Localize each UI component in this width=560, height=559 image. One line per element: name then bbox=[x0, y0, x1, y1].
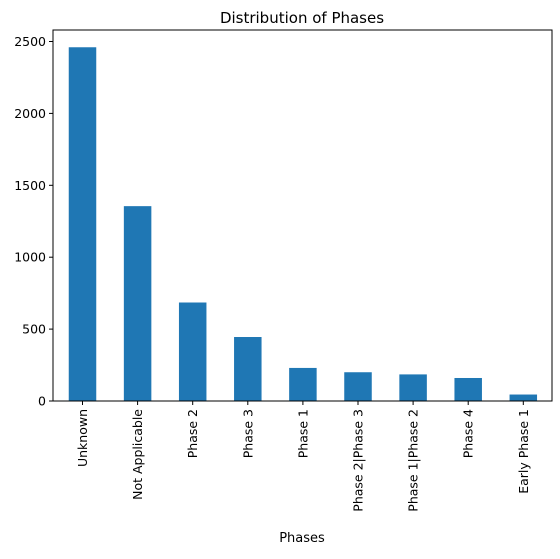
chart-title: Distribution of Phases bbox=[220, 9, 384, 27]
y-axis: 0 500 1000 1500 2000 2500 bbox=[14, 34, 53, 409]
bar-phase-2 bbox=[178, 302, 207, 401]
x-tick-label: Phase 1 bbox=[295, 409, 310, 458]
y-tick-label: 2500 bbox=[14, 34, 46, 49]
y-tick-label: 2000 bbox=[14, 106, 46, 121]
y-tick-label: 1500 bbox=[14, 178, 46, 193]
x-tick-label: Phase 1|Phase 2 bbox=[406, 409, 421, 512]
x-tick-label: Phase 2|Phase 3 bbox=[351, 409, 366, 512]
x-axis: Unknown Not Applicable Phase 2 Phase 3 Phase… bbox=[75, 401, 531, 512]
bar-phase-3 bbox=[234, 337, 262, 401]
y-tick-label: 500 bbox=[22, 322, 46, 337]
bar-unknown bbox=[68, 47, 97, 401]
x-tick-label: Not Applicable bbox=[130, 409, 145, 500]
y-tick-label: 1000 bbox=[14, 250, 46, 265]
bar-phase-4 bbox=[454, 377, 482, 401]
y-tick-label: 0 bbox=[38, 394, 46, 409]
bar-phase-2-phase-3 bbox=[344, 372, 372, 401]
bar-early-phase-1 bbox=[509, 394, 538, 401]
bar-not-applicable bbox=[123, 206, 152, 401]
x-tick-label: Early Phase 1 bbox=[516, 409, 531, 494]
bar-phase-1-phase-2 bbox=[399, 374, 427, 401]
x-tick-label: Phase 3 bbox=[240, 409, 255, 458]
x-axis-label: Phases bbox=[279, 531, 325, 546]
plot-frame bbox=[52, 29, 553, 402]
bars-group bbox=[68, 47, 538, 401]
x-tick-label: Phase 4 bbox=[461, 409, 476, 458]
x-tick-label: Phase 2 bbox=[185, 409, 200, 458]
x-tick-label: Unknown bbox=[75, 409, 90, 467]
bar-phase-1 bbox=[289, 367, 317, 401]
